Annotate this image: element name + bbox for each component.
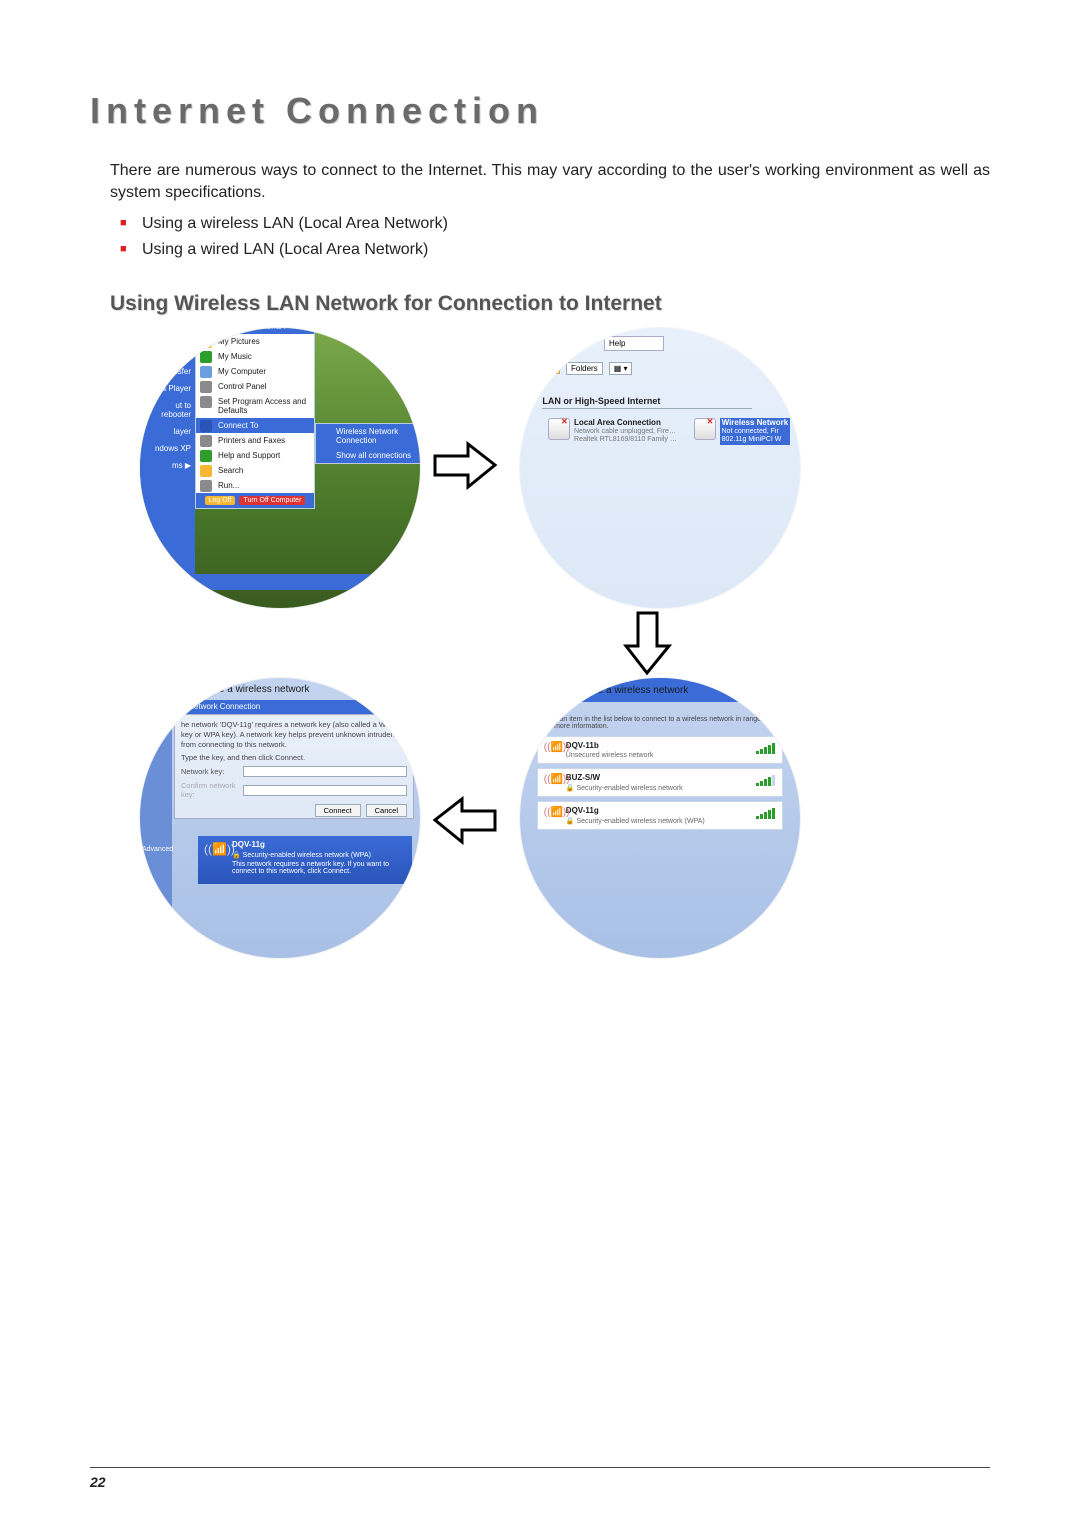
antenna-icon: ((📶)) <box>204 842 226 856</box>
menu-item-icon <box>200 366 212 378</box>
wireless-network-list: ((📶))DQV-11bUnsecured wireless network((… <box>537 736 783 834</box>
menu-item-icon <box>200 420 212 432</box>
submenu-item[interactable]: Show all connections <box>316 448 420 463</box>
bullet-item: Using a wireless LAN (Local Area Network… <box>120 211 990 237</box>
arrow-left-icon <box>430 793 500 848</box>
signal-bars-icon <box>756 808 776 820</box>
advanced-link[interactable]: Advanced <box>142 846 173 853</box>
screenshot-choose-wireless-list: oose a wireless network Click an item in… <box>520 678 800 958</box>
choose-wireless-header: oose a wireless network <box>582 685 689 696</box>
menu-item-icon <box>200 435 212 447</box>
menu-item-icon <box>200 336 212 348</box>
choose-wireless-title: Choose a wireless network <box>190 684 310 695</box>
folders-icon <box>548 362 560 374</box>
turnoff-button[interactable]: Turn Off Computer <box>239 496 305 505</box>
help-menu[interactable]: Help <box>604 336 664 351</box>
screenshot-connect-dialog: Choose a wireless network ss Network Con… <box>140 678 420 958</box>
antenna-icon: ((📶)) <box>544 774 560 785</box>
diagram: Transfer Media Player ut to rebooter lay… <box>120 328 940 1028</box>
signal-bars-icon <box>756 743 776 755</box>
folders-button[interactable]: Folders <box>566 362 603 375</box>
antenna-icon: ((📶)) <box>544 807 560 818</box>
network-key-dialog: he network 'DQV-11g' requires a network … <box>174 714 414 819</box>
network-key-input[interactable] <box>243 766 407 777</box>
menu-item-icon <box>200 351 212 363</box>
cancel-button[interactable]: Cancel <box>366 804 407 817</box>
menu-item-icon <box>200 465 212 477</box>
section-title: Using Wireless LAN Network for Connectio… <box>110 292 990 316</box>
wireless-network-item[interactable]: ((📶))DQV-11gSecurity-enabled wireless ne… <box>537 801 783 830</box>
submenu-item[interactable]: Wireless Network Connection <box>316 424 420 448</box>
page-title: Internet Connection <box>90 90 990 132</box>
start-menu-panel: My Recent Documents ▸ My PicturesMy Musi… <box>195 328 315 509</box>
start-menu-item[interactable]: Connect To <box>196 418 314 433</box>
antenna-icon: ((📶)) <box>544 742 560 753</box>
local-area-connection[interactable]: ✕ Local Area Connection Network cable un… <box>548 418 688 444</box>
lan-icon: ✕ <box>548 418 570 440</box>
wireless-network-item[interactable]: ((📶))DQV-11bUnsecured wireless network <box>537 736 783 764</box>
start-menu-item[interactable]: Search <box>196 463 314 478</box>
screenshot-network-connections-window: Help Folders ▦ ▾ LAN or High-Speed Inter… <box>520 328 800 608</box>
start-menu-item[interactable]: My Pictures <box>196 334 314 349</box>
network-key-label: Network key: <box>181 767 239 776</box>
connect-button[interactable]: Connect <box>315 804 361 817</box>
signal-bars-icon <box>756 775 776 787</box>
menu-item-icon <box>200 480 212 492</box>
menu-item-icon <box>200 450 212 462</box>
start-menu-item[interactable]: Control Panel <box>196 379 314 394</box>
start-menu-item[interactable]: Help and Support <box>196 448 314 463</box>
wireless-network-connection[interactable]: ✕ Wireless Network Not connected, Fir 80… <box>694 418 800 444</box>
page-number: 22 <box>90 1474 106 1490</box>
lan-heading: LAN or High-Speed Internet <box>542 396 752 409</box>
start-menu-item[interactable]: My Computer <box>196 364 314 379</box>
dialog-titlebar: ss Network Connection <box>172 700 420 714</box>
logoff-button[interactable]: Log Off <box>205 496 236 505</box>
bullet-list: Using a wireless LAN (Local Area Network… <box>120 211 990 262</box>
start-menu-item[interactable]: My Music <box>196 349 314 364</box>
intro-text: There are numerous ways to connect to th… <box>110 160 990 203</box>
confirm-key-input[interactable] <box>243 785 407 796</box>
start-menu-left-column: Transfer Media Player ut to rebooter lay… <box>140 328 195 608</box>
start-menu-item[interactable]: Printers and Faxes <box>196 433 314 448</box>
wlan-icon: ✕ <box>694 418 716 440</box>
start-menu-item[interactable]: Set Program Access and Defaults <box>196 394 314 418</box>
bullet-item: Using a wired LAN (Local Area Network) <box>120 237 990 263</box>
selected-network-panel[interactable]: ((📶)) DQV-11g 🔒 Security-enabled wireles… <box>198 836 412 884</box>
menu-item-icon <box>200 396 212 408</box>
view-button[interactable]: ▦ ▾ <box>609 362 633 375</box>
start-menu-item[interactable]: Run... <box>196 478 314 493</box>
arrow-down-icon <box>620 608 675 678</box>
taskbar <box>140 574 420 590</box>
choose-wireless-hint: Click an item in the list below to conne… <box>542 716 777 730</box>
arrow-right-icon <box>430 438 500 493</box>
confirm-key-label: Confirm network key: <box>181 781 239 799</box>
wireless-network-item[interactable]: ((📶))BUZ-S/WSecurity-enabled wireless ne… <box>537 768 783 797</box>
menu-item-icon <box>200 381 212 393</box>
footer-rule <box>90 1467 990 1468</box>
screenshot-start-menu: Transfer Media Player ut to rebooter lay… <box>140 328 420 608</box>
connect-to-submenu: Wireless Network ConnectionShow all conn… <box>315 423 420 464</box>
